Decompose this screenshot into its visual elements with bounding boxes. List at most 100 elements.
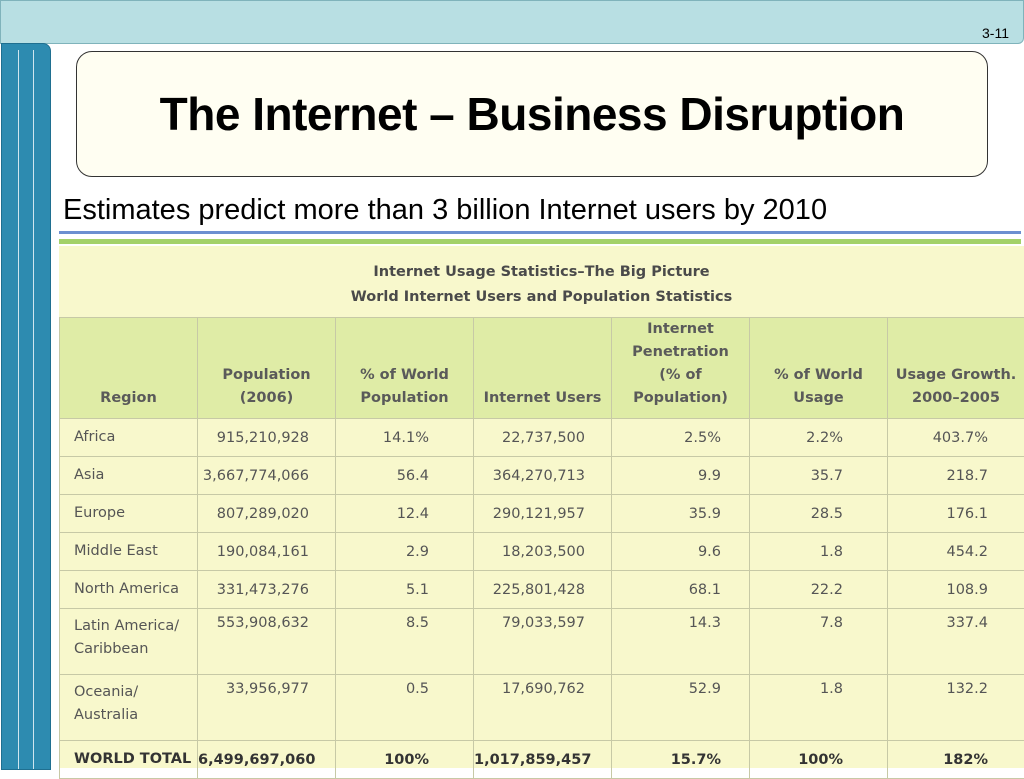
penetration-cell: 9.6 — [612, 533, 750, 571]
usage-growth-cell: 454.2 — [888, 533, 1024, 571]
usage-growth-cell: 108.9 — [888, 571, 1024, 609]
table-title: Internet Usage Statistics–The Big Pictur… — [59, 260, 1024, 310]
pct-world-usage-cell: 7.8 — [750, 609, 888, 675]
column-header-line: Region — [62, 387, 195, 410]
pct-world-population-cell: 100% — [336, 741, 474, 779]
pct-world-population-cell: 56.4 — [336, 457, 474, 495]
pct-world-usage-cell: 1.8 — [750, 675, 888, 741]
region-line: Africa — [74, 426, 197, 449]
sidebar-stripe — [33, 50, 34, 769]
penetration-cell: 14.3 — [612, 609, 750, 675]
top-banner: 3-11 — [0, 0, 1024, 44]
column-header-region: Region — [60, 318, 198, 419]
usage-growth-cell: 132.2 — [888, 675, 1024, 741]
population-cell: 33,956,977 — [198, 675, 336, 741]
region-cell: Europe — [60, 495, 198, 533]
usage-growth-cell: 403.7% — [888, 419, 1024, 457]
column-header-line: (% of Population) — [614, 364, 747, 410]
pct-world-population-cell: 12.4 — [336, 495, 474, 533]
column-header-internet-users: Internet Users — [474, 318, 612, 419]
region-line: Australia — [74, 704, 197, 727]
pct-world-usage-cell: 22.2 — [750, 571, 888, 609]
usage-growth-cell: 182% — [888, 741, 1024, 779]
internet-users-cell: 18,203,500 — [474, 533, 612, 571]
population-cell: 807,289,020 — [198, 495, 336, 533]
region-line: Oceania/ — [74, 681, 197, 704]
pct-world-population-cell: 5.1 — [336, 571, 474, 609]
penetration-cell: 15.7% — [612, 741, 750, 779]
region-cell: North America — [60, 571, 198, 609]
slide-title: The Internet – Business Disruption — [160, 87, 905, 141]
penetration-cell: 35.9 — [612, 495, 750, 533]
divider-blue — [59, 231, 1021, 234]
region-line: Europe — [74, 502, 197, 525]
slide-number: 3-11 — [982, 25, 1009, 41]
usage-growth-cell: 337.4 — [888, 609, 1024, 675]
column-header-line: Usage — [752, 387, 885, 410]
population-cell: 331,473,276 — [198, 571, 336, 609]
region-line: Asia — [74, 464, 197, 487]
region-cell: Middle East — [60, 533, 198, 571]
pct-world-population-cell: 0.5 — [336, 675, 474, 741]
table-title-line1: Internet Usage Statistics–The Big Pictur… — [59, 260, 1024, 285]
region-cell: Asia — [60, 457, 198, 495]
usage-growth-cell: 218.7 — [888, 457, 1024, 495]
region-cell: Oceania/Australia — [60, 675, 198, 741]
pct-world-usage-cell: 35.7 — [750, 457, 888, 495]
region-line: Caribbean — [74, 638, 197, 661]
column-header-usage-growth: Usage Growth.2000–2005 — [888, 318, 1024, 419]
region-cell: Latin America/Caribbean — [60, 609, 198, 675]
penetration-cell: 68.1 — [612, 571, 750, 609]
region-cell: WORLD TOTAL — [60, 741, 198, 779]
penetration-cell: 2.5% — [612, 419, 750, 457]
pct-world-population-cell: 8.5 — [336, 609, 474, 675]
column-header-line: (2006) — [200, 387, 333, 410]
usage-growth-cell: 176.1 — [888, 495, 1024, 533]
slide-subtitle: Estimates predict more than 3 billion In… — [63, 194, 827, 227]
column-header-line: 2000–2005 — [890, 387, 1022, 410]
penetration-cell: 52.9 — [612, 675, 750, 741]
pct-world-population-cell: 14.1% — [336, 419, 474, 457]
column-header-line: Internet Users — [476, 387, 609, 410]
internet-users-cell: 364,270,713 — [474, 457, 612, 495]
internet-users-cell: 22,737,500 — [474, 419, 612, 457]
title-box: The Internet – Business Disruption — [76, 51, 988, 177]
column-header-line: Population — [338, 387, 471, 410]
population-cell: 190,084,161 — [198, 533, 336, 571]
population-cell: 915,210,928 — [198, 419, 336, 457]
pct-world-usage-cell: 28.5 — [750, 495, 888, 533]
column-header-line: Usage Growth. — [890, 364, 1022, 387]
divider-green — [59, 239, 1021, 244]
pct-world-usage-cell: 100% — [750, 741, 888, 779]
column-header-line: % of World — [338, 364, 471, 387]
internet-users-cell: 79,033,597 — [474, 609, 612, 675]
stats-table-panel: Internet Usage Statistics–The Big Pictur… — [59, 246, 1024, 768]
region-line: Latin America/ — [74, 615, 197, 638]
table-title-line2: World Internet Users and Population Stat… — [59, 285, 1024, 310]
pct-world-usage-cell: 2.2% — [750, 419, 888, 457]
column-header-line: Penetration — [614, 341, 747, 364]
penetration-cell: 9.9 — [612, 457, 750, 495]
column-header-line: Population — [200, 364, 333, 387]
column-header-line: % of World — [752, 364, 885, 387]
column-header-population: Population(2006) — [198, 318, 336, 419]
population-cell: 6,499,697,060 — [198, 741, 336, 779]
internet-users-cell: 290,121,957 — [474, 495, 612, 533]
column-header-line: Internet — [614, 318, 747, 341]
region-line: Middle East — [74, 540, 197, 563]
region-line: North America — [74, 578, 197, 601]
population-cell: 553,908,632 — [198, 609, 336, 675]
pct-world-population-cell: 2.9 — [336, 533, 474, 571]
